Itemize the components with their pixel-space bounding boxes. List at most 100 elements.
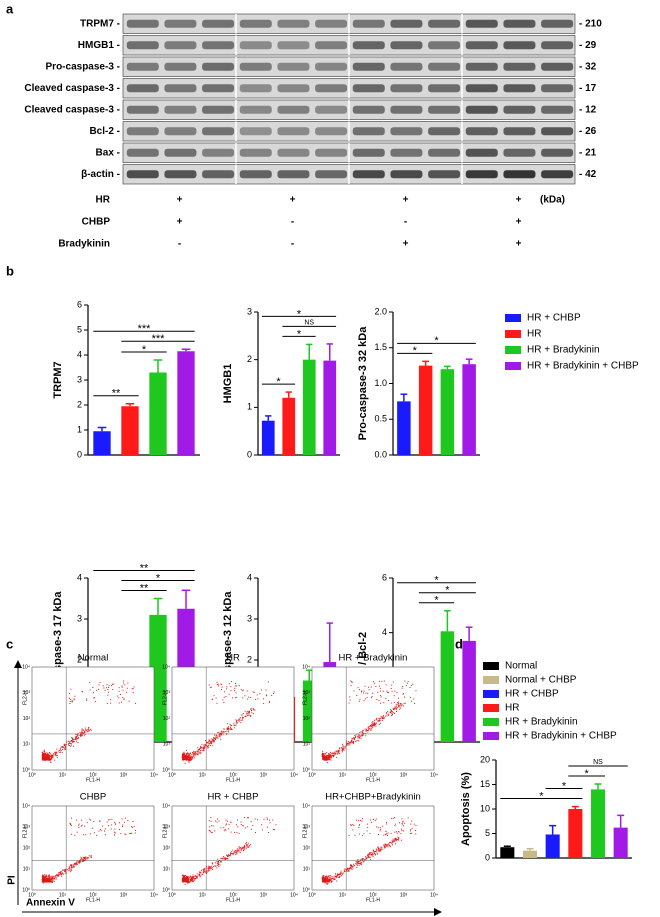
event-dot [111, 818, 113, 820]
event-dot [45, 754, 47, 756]
event-dot [323, 754, 325, 756]
event-dot [379, 722, 381, 724]
event-dot [187, 757, 189, 759]
event-dot [106, 684, 108, 686]
event-dot [50, 758, 52, 760]
event-dot [45, 880, 47, 882]
event-dot [74, 834, 76, 836]
event-dot [189, 758, 191, 760]
plot-title: CHBP [80, 792, 106, 803]
event-dot [370, 725, 372, 727]
plot-title: HR + CHBP [208, 792, 259, 803]
event-dot [183, 751, 185, 753]
event-dot [328, 879, 330, 881]
kda-label: - 21 [579, 147, 597, 158]
event-dot [208, 740, 210, 742]
event-dot [244, 715, 246, 717]
event-dot [216, 863, 218, 865]
event-dot [228, 853, 230, 855]
event-dot [78, 861, 80, 863]
event-dot [56, 875, 58, 877]
blot-band [277, 105, 310, 114]
event-dot [197, 751, 199, 753]
event-dot [44, 879, 46, 881]
event-dot [54, 752, 56, 754]
event-dot [379, 718, 381, 720]
event-dot [181, 877, 183, 879]
event-dot [358, 833, 360, 835]
kda-label: - 17 [579, 83, 597, 94]
event-dot [186, 876, 188, 878]
event-dot [84, 727, 86, 729]
event-dot [186, 881, 188, 883]
event-dot [220, 689, 222, 691]
event-dot [351, 681, 353, 683]
significance-label: ** [140, 562, 149, 574]
event-dot [216, 821, 218, 823]
event-dot [342, 745, 344, 747]
condition-mark: + [403, 195, 409, 206]
event-dot [380, 848, 382, 850]
event-dot [324, 759, 326, 761]
event-dot [348, 743, 350, 745]
event-dot [378, 719, 380, 721]
event-dot [82, 834, 84, 836]
event-dot [325, 879, 327, 881]
event-dot [49, 758, 51, 760]
event-dot [43, 752, 45, 754]
event-dot [334, 752, 336, 754]
event-dot [322, 754, 324, 756]
event-dot [239, 718, 241, 720]
event-dot [375, 723, 377, 725]
event-dot [356, 862, 358, 864]
y-tick-label: 10³ [163, 824, 171, 830]
event-dot [46, 756, 48, 758]
event-dot [69, 742, 71, 744]
event-dot [132, 820, 134, 822]
event-dot [349, 742, 351, 744]
event-dot [369, 853, 371, 855]
event-dot [89, 833, 91, 835]
event-dot [77, 733, 79, 735]
event-dot [358, 736, 360, 738]
plot-x-label: FL1-H [366, 777, 380, 783]
event-dot [378, 850, 380, 852]
event-dot [43, 879, 45, 881]
event-dot [347, 868, 349, 870]
event-dot [182, 875, 184, 877]
legend-swatch [483, 704, 499, 712]
event-dot [51, 878, 53, 880]
event-dot [182, 756, 184, 758]
event-dot [340, 872, 342, 874]
event-dot [342, 749, 344, 751]
event-dot [52, 753, 54, 755]
blot-band [428, 127, 461, 136]
y-tick-label: 10⁰ [302, 887, 310, 893]
event-dot [200, 752, 202, 754]
event-dot [334, 878, 336, 880]
event-dot [250, 709, 252, 711]
event-dot [216, 734, 218, 736]
event-dot [75, 736, 77, 738]
event-dot [193, 754, 195, 756]
event-dot [403, 702, 405, 704]
event-dot [356, 694, 358, 696]
event-dot [50, 756, 52, 758]
event-dot [378, 717, 380, 719]
event-dot [382, 715, 384, 717]
event-dot [119, 829, 121, 831]
event-dot [46, 878, 48, 880]
event-dot [189, 760, 191, 762]
event-dot [369, 857, 371, 859]
event-dot [230, 831, 232, 833]
event-cloud [41, 817, 136, 884]
event-dot [414, 829, 416, 831]
event-dot [89, 689, 91, 691]
significance-label: ** [112, 388, 121, 400]
event-dot [350, 685, 352, 687]
event-dot [72, 741, 74, 743]
event-dot [107, 819, 109, 821]
blot-label: Cleaved caspase-3 - [24, 83, 120, 94]
event-dot [53, 877, 55, 879]
bar [323, 360, 337, 455]
